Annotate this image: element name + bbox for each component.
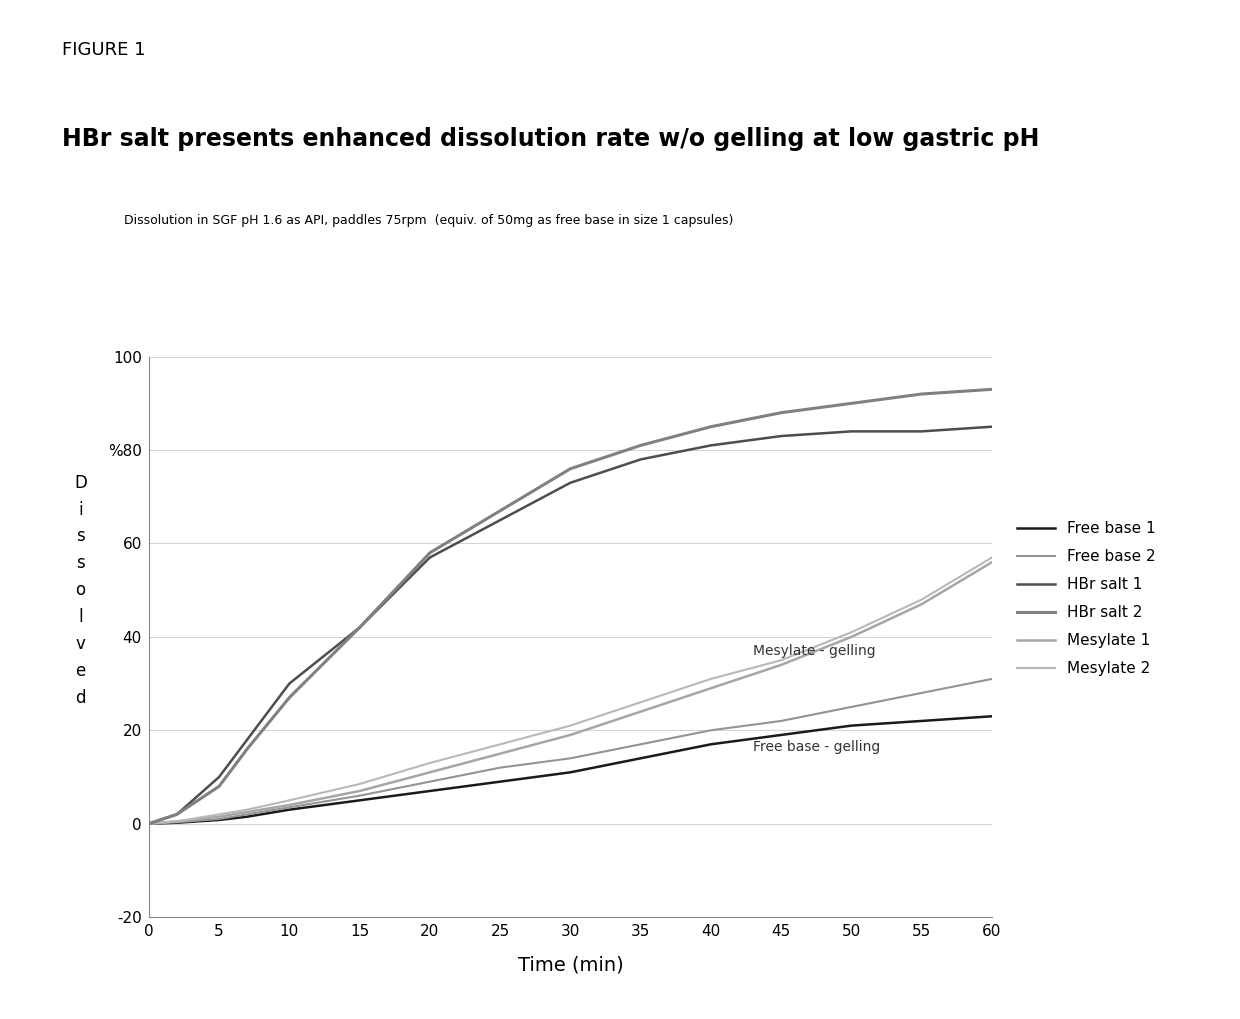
Text: e: e [76, 661, 86, 680]
Text: i: i [78, 500, 83, 519]
Text: Free base - gelling: Free base - gelling [753, 740, 880, 754]
Text: s: s [76, 554, 86, 573]
Text: d: d [76, 689, 86, 706]
Text: v: v [76, 635, 86, 653]
Text: FIGURE 1: FIGURE 1 [62, 41, 145, 59]
X-axis label: Time (min): Time (min) [517, 956, 624, 975]
Text: Dissolution in SGF pH 1.6 as API, paddles 75rpm  (equiv. of 50mg as free base in: Dissolution in SGF pH 1.6 as API, paddle… [124, 214, 733, 227]
Text: s: s [76, 528, 86, 545]
Text: Mesylate - gelling: Mesylate - gelling [753, 644, 875, 658]
Text: HBr salt presents enhanced dissolution rate w/o gelling at low gastric pH: HBr salt presents enhanced dissolution r… [62, 127, 1039, 152]
Text: o: o [76, 581, 86, 599]
Text: D: D [74, 474, 87, 492]
Legend: Free base 1, Free base 2, HBr salt 1, HBr salt 2, Mesylate 1, Mesylate 2: Free base 1, Free base 2, HBr salt 1, HB… [1017, 521, 1156, 677]
Text: l: l [78, 608, 83, 626]
